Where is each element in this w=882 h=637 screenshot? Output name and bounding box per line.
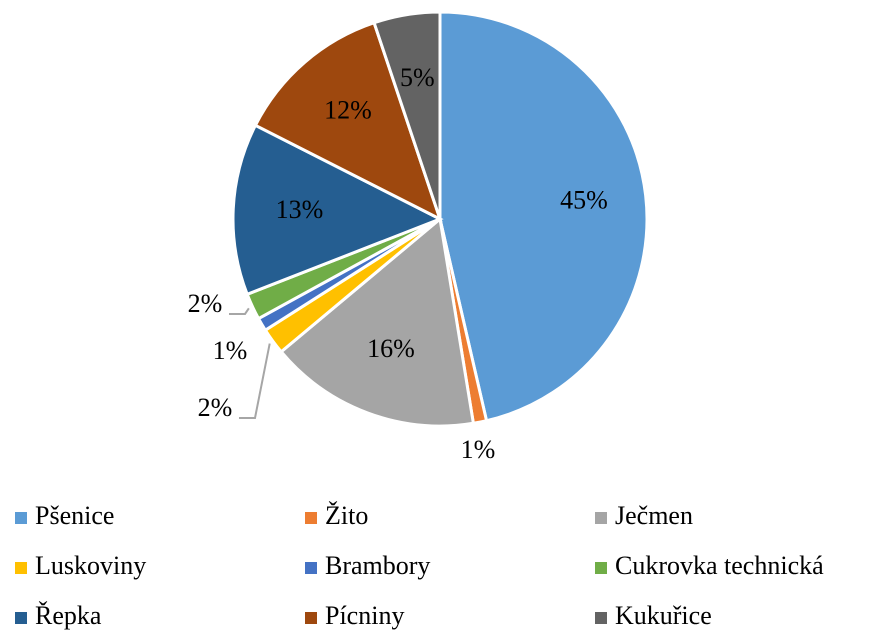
legend-label: Žito <box>325 501 368 530</box>
legend-label: Luskoviny <box>35 551 146 580</box>
legend-label: Pícniny <box>325 601 404 630</box>
legend-swatch <box>305 512 317 524</box>
pie-slice <box>372 10 442 220</box>
legend-label: Řepka <box>35 601 102 630</box>
legend-swatch <box>595 512 607 524</box>
data-label: 2% <box>188 289 223 318</box>
leader-line <box>229 307 250 315</box>
data-label: 13% <box>276 195 324 224</box>
legend-label: Cukrovka technická <box>615 551 824 580</box>
legend-label: Brambory <box>325 551 430 580</box>
data-label: 45% <box>560 186 608 215</box>
legend-swatch <box>595 612 607 624</box>
legend-swatch <box>15 512 27 524</box>
pie-slice <box>253 20 443 222</box>
data-label: 1% <box>213 336 248 365</box>
leader-line <box>239 343 271 419</box>
data-label: 1% <box>461 435 496 464</box>
data-label: 5% <box>400 63 435 92</box>
data-label: 16% <box>367 334 415 363</box>
legend-swatch <box>305 562 317 574</box>
pie-slice <box>231 123 444 297</box>
legend-swatch <box>15 612 27 624</box>
pie-slice <box>279 216 476 428</box>
pie-slice <box>438 10 649 423</box>
data-label: 2% <box>198 393 233 422</box>
legend-label: Ječmen <box>615 501 693 530</box>
legend-label: Pšenice <box>35 501 114 530</box>
legend-swatch <box>15 562 27 574</box>
legend-swatch <box>595 562 607 574</box>
legend-label: Kukuřice <box>615 601 712 630</box>
legend-swatch <box>305 612 317 624</box>
data-label: 12% <box>324 95 372 124</box>
